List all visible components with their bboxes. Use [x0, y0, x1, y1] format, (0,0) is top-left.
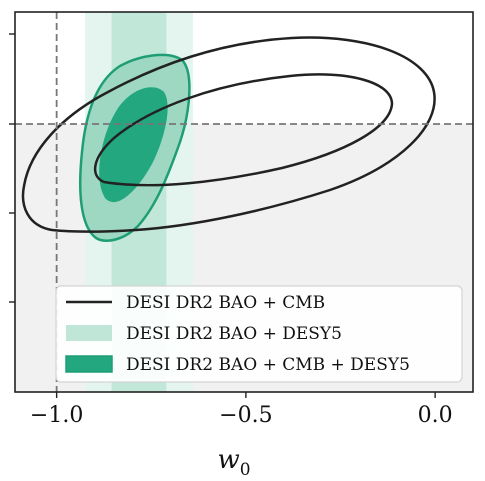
legend-swatch-desy5: [66, 325, 112, 341]
cmb-contour-95: [21, 36, 436, 233]
axes: −1.0 −0.5 0.0: [9, 11, 474, 428]
x-axis-label-subscript: 0: [240, 460, 251, 480]
legend-label: DESI DR2 BAO + CMB + DESY5: [126, 355, 410, 375]
legend-label: DESI DR2 BAO + CMB: [126, 293, 325, 313]
combined-contour-68: [99, 87, 168, 203]
x-tick-label: −1.0: [30, 403, 83, 428]
x-tick-label: 0.0: [418, 403, 453, 428]
axes-frame: [14, 11, 474, 393]
legend-box: [55, 285, 463, 383]
legend: DESI DR2 BAO + CMB DESI DR2 BAO + DESY5 DE…: [55, 285, 463, 383]
legend-swatch-combined: [65, 355, 113, 373]
legend-label: DESI DR2 BAO + DESY5: [126, 324, 342, 344]
x-axis-label-main: w: [217, 445, 239, 475]
cmb-contour-68: [93, 73, 394, 187]
x-tick-label: −0.5: [219, 403, 272, 428]
x-axis-label: w0: [217, 445, 250, 480]
